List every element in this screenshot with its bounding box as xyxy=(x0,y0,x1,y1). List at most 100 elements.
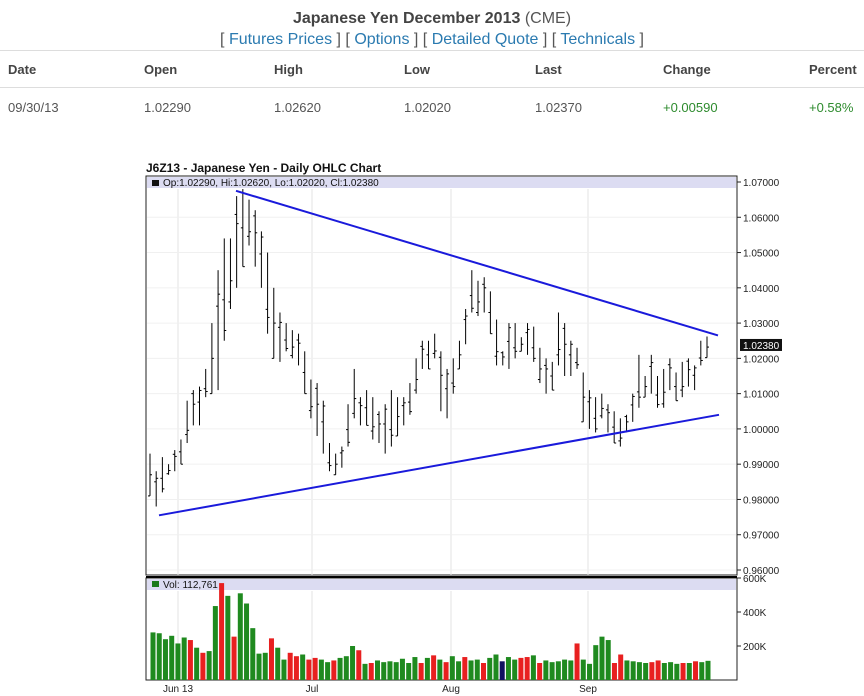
last-price-marker xyxy=(740,338,782,351)
volume-bar xyxy=(618,654,624,680)
col-high-header: High xyxy=(274,50,404,88)
volume-bar xyxy=(643,663,649,680)
volume-bar xyxy=(549,662,555,680)
y-tick-label: 1.02000 xyxy=(743,354,780,365)
volume-bar xyxy=(162,639,168,680)
volume-bar xyxy=(237,593,243,680)
x-tick-label: Jul xyxy=(306,684,319,695)
futures-prices-link[interactable]: Futures Prices xyxy=(228,31,333,48)
volume-bar xyxy=(599,636,605,680)
upper-trendline xyxy=(235,189,719,337)
volume-bar xyxy=(268,638,274,680)
volume-bar xyxy=(169,635,175,680)
volume-bar xyxy=(512,659,518,680)
x-tick-label: Jun 13 xyxy=(163,684,193,695)
volume-bar xyxy=(275,647,281,680)
volume-bar xyxy=(424,657,430,680)
volume-bar xyxy=(244,603,250,680)
volume-bar xyxy=(468,660,474,680)
y-tick-label: 0.97000 xyxy=(743,531,780,542)
nav-links: [ Futures Prices ] [ Options ] [ Detaile… xyxy=(220,31,644,48)
volume-bar xyxy=(699,662,705,680)
volume-bar xyxy=(418,663,424,680)
col-open-header: Open xyxy=(144,50,274,88)
volume-bar xyxy=(175,643,181,680)
y-tick-label: 1.05000 xyxy=(743,249,780,260)
volume-bar xyxy=(337,657,343,680)
quote-row: 09/30/13 1.02290 1.02620 1.02020 1.02370… xyxy=(0,88,864,127)
volume-bar xyxy=(661,663,667,680)
volume-label: Vol: 112,761 xyxy=(163,580,218,591)
volume-bar xyxy=(356,650,362,680)
volume-bar xyxy=(250,628,256,680)
volume-bar xyxy=(225,595,231,680)
volume-tick-label: 400K xyxy=(743,608,767,619)
volume-bar xyxy=(306,659,312,680)
exchange-label: (CME) xyxy=(524,10,572,27)
volume-bar xyxy=(412,657,418,680)
technicals-link[interactable]: Technicals xyxy=(560,31,636,48)
last-price-label: 1.02380 xyxy=(743,341,780,352)
volume-bar xyxy=(287,652,293,680)
ohlc-info-text: Op:1.02290, Hi:1.02620, Lo:1.02020, Cl:1… xyxy=(163,178,379,189)
y-tick-label: 1.04000 xyxy=(743,284,780,295)
volume-bar xyxy=(456,661,462,680)
col-low-header: Low xyxy=(404,50,535,88)
y-tick-label: 1.07000 xyxy=(743,178,780,189)
col-date-header: Date xyxy=(0,50,144,88)
volume-bar xyxy=(368,663,374,680)
volume-info-band xyxy=(147,579,736,590)
volume-bar xyxy=(649,662,655,680)
volume-bar xyxy=(399,658,405,680)
volume-bar xyxy=(431,655,437,680)
col-percent-header: Percent xyxy=(809,50,864,88)
volume-bar xyxy=(150,632,156,680)
chart-title: J6Z13 - Japanese Yen - Daily OHLC Chart xyxy=(146,161,382,175)
volume-bar xyxy=(636,662,642,680)
x-tick-label: Sep xyxy=(579,684,597,695)
volume-bar xyxy=(181,637,187,680)
y-tick-label: 1.06000 xyxy=(743,213,780,224)
volume-bar xyxy=(474,659,480,680)
quote-low: 1.02020 xyxy=(404,99,451,115)
volume-bar xyxy=(393,662,399,680)
volume-bar xyxy=(568,660,574,680)
volume-bar xyxy=(693,661,699,680)
info-band xyxy=(147,177,736,188)
volume-bar xyxy=(443,662,449,680)
volume-bar xyxy=(580,659,586,680)
volume-bar xyxy=(499,661,505,680)
detailed-quote-link[interactable]: Detailed Quote xyxy=(431,31,539,48)
quote-change: +0.00590 xyxy=(663,99,718,115)
volume-bar xyxy=(300,654,306,680)
volume-bar xyxy=(611,663,617,680)
volume-bar xyxy=(156,633,162,680)
quote-date: 09/30/13 xyxy=(8,99,59,115)
volume-bar xyxy=(206,651,212,680)
volume-bar xyxy=(350,646,356,680)
options-link[interactable]: Options xyxy=(354,31,410,48)
volume-bar xyxy=(387,661,393,680)
volume-bar xyxy=(200,652,206,680)
y-tick-label: 0.99000 xyxy=(743,460,780,471)
volume-bar xyxy=(624,660,630,680)
volume-bar xyxy=(325,662,331,680)
volume-bar xyxy=(530,655,536,680)
quote-header-row: Date Open High Low Last Change Percent xyxy=(0,50,864,88)
volume-bar xyxy=(262,652,268,680)
volume-bar xyxy=(281,659,287,680)
volume-bar xyxy=(505,657,511,680)
y-tick-label: 0.98000 xyxy=(743,495,780,506)
volume-bar xyxy=(481,663,487,680)
volume-bar xyxy=(293,656,299,680)
volume-bar xyxy=(437,659,443,680)
volume-tick-label: 600K xyxy=(743,574,767,585)
quote-last: 1.02370 xyxy=(535,99,582,115)
volume-tick-label: 200K xyxy=(743,642,767,653)
volume-bar xyxy=(487,657,493,680)
lower-trendline xyxy=(158,413,720,517)
volume-bar xyxy=(194,647,200,680)
volume-marker-icon xyxy=(152,581,159,587)
volume-bar xyxy=(343,656,349,680)
